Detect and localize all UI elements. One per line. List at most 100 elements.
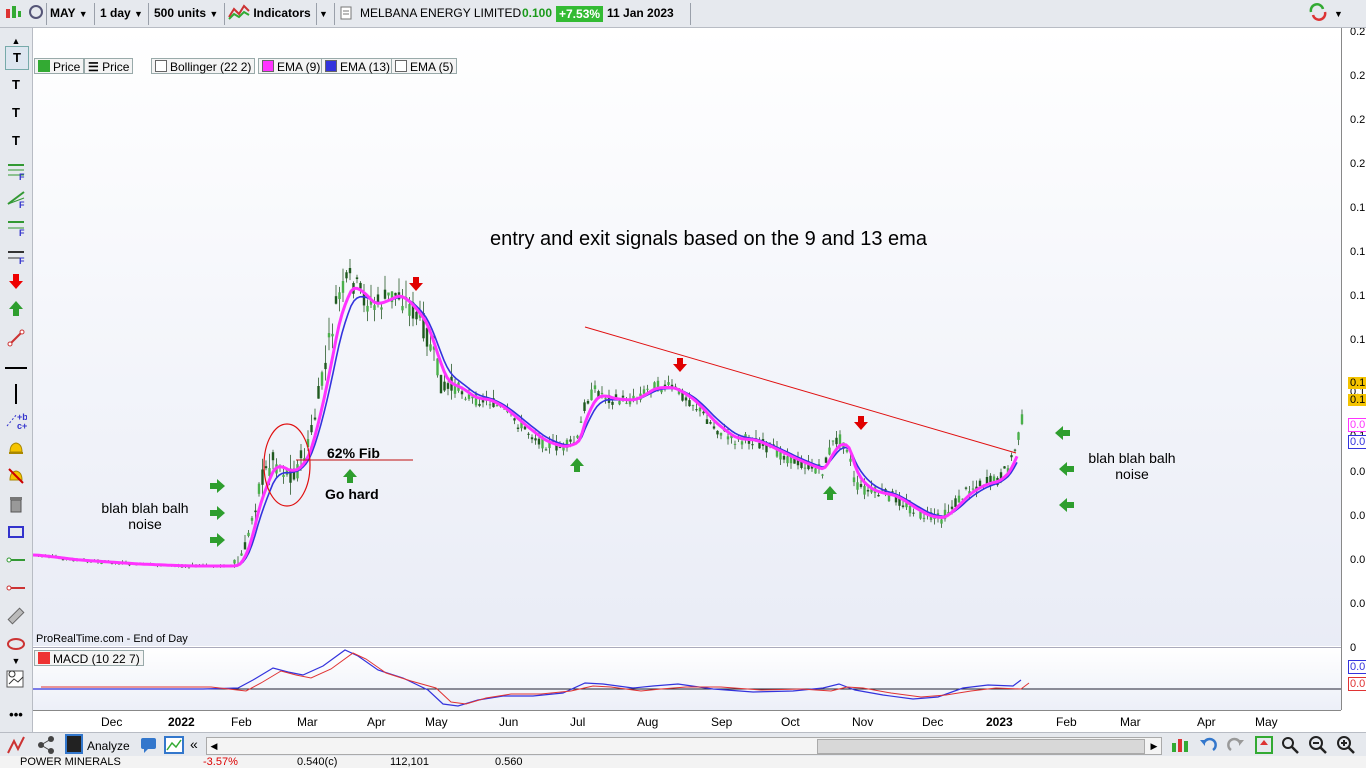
- candle-body: [978, 480, 982, 487]
- candle-body: [985, 476, 989, 484]
- collapse-up-icon[interactable]: ▲: [11, 36, 21, 46]
- fibonacci-time-icon[interactable]: F: [5, 244, 27, 266]
- candle-body: [954, 498, 957, 507]
- toolbar-menu-dropdown[interactable]: ▼: [1334, 9, 1343, 19]
- scrollbar-thumb[interactable]: [817, 739, 1145, 754]
- candle-body: [285, 468, 289, 475]
- share-icon[interactable]: [36, 735, 56, 758]
- bar-width-icon[interactable]: [1170, 735, 1192, 758]
- fibonacci-fan-icon[interactable]: F: [5, 188, 27, 210]
- candle-body: [922, 517, 926, 520]
- object-list-icon[interactable]: [5, 668, 27, 690]
- candle-body: [467, 394, 471, 399]
- units-select[interactable]: 500 units ▼: [154, 6, 219, 20]
- legend-price2[interactable]: ☰ Price: [84, 58, 134, 74]
- text-tool-3-icon[interactable]: T: [12, 105, 20, 120]
- buy-arrow-icon[interactable]: [5, 300, 27, 322]
- line-tool-icon[interactable]: [5, 328, 27, 350]
- channel-tool-icon[interactable]: +b c+: [5, 410, 28, 432]
- text-tool-icon[interactable]: T: [5, 46, 29, 70]
- candle-body: [870, 488, 873, 493]
- price-chart-canvas[interactable]: [33, 28, 1341, 646]
- buy-signal-arrow: [210, 506, 225, 520]
- segment-green-icon[interactable]: [5, 550, 27, 572]
- time-axis-label: May: [425, 715, 448, 729]
- candle-body: [432, 346, 436, 350]
- candle-body: [254, 510, 257, 513]
- watchlist-row[interactable]: POWER MINERALS -3.57% 0.540(c) 112,101 0…: [0, 756, 1366, 768]
- trash-icon[interactable]: [5, 494, 27, 516]
- candle-body: [698, 407, 702, 412]
- legend-macd[interactable]: MACD (10 22 7): [34, 650, 144, 666]
- legend-ema13[interactable]: EMA (13): [321, 58, 395, 74]
- draw-tools-icon[interactable]: [6, 735, 28, 758]
- watchlist-other: 0.560: [495, 756, 523, 768]
- legend-ema5[interactable]: EMA (5): [391, 58, 458, 74]
- fibonacci-arcs-icon[interactable]: F: [5, 216, 27, 238]
- legend-price1[interactable]: Price: [34, 58, 85, 74]
- candle-body: [667, 382, 670, 385]
- sell-signal-arrow: [673, 358, 687, 372]
- candle-body: [1017, 432, 1020, 440]
- candle-body: [919, 509, 922, 519]
- candle-body: [471, 396, 474, 399]
- ruler-icon[interactable]: [5, 606, 27, 628]
- zoom-fit-icon[interactable]: [1280, 735, 1300, 758]
- candle-body: [264, 466, 268, 469]
- candle-body: [740, 441, 744, 445]
- scroll-right-icon[interactable]: ▶: [1150, 741, 1158, 751]
- alert-bell-icon[interactable]: [5, 438, 27, 460]
- screener-icon[interactable]: [164, 736, 184, 757]
- vertical-line-icon[interactable]: [5, 384, 27, 406]
- sell-arrow-icon[interactable]: [5, 272, 27, 294]
- instrument-info-icon[interactable]: [340, 3, 352, 24]
- chart-type-icon[interactable]: [4, 3, 22, 24]
- watchlist-volume: 112,101: [390, 756, 429, 768]
- more-tools-icon[interactable]: •••: [9, 707, 23, 722]
- undo-icon[interactable]: [1198, 735, 1218, 758]
- auto-scale-icon[interactable]: [1254, 735, 1276, 758]
- macd-panel[interactable]: MACD (10 22 7): [33, 647, 1341, 711]
- candle-body: [894, 494, 898, 503]
- ellipse-tool-icon[interactable]: [5, 634, 27, 656]
- scroll-left-icon[interactable]: ◀: [210, 741, 218, 751]
- legend-ema9[interactable]: EMA (9): [258, 58, 325, 74]
- candle-body: [859, 483, 863, 487]
- delete-alert-icon[interactable]: [5, 466, 27, 488]
- candle-body: [856, 482, 859, 490]
- horizontal-line-icon[interactable]: [5, 358, 27, 380]
- text-tool-4-icon[interactable]: T: [12, 133, 20, 148]
- collapse-down-icon[interactable]: ▼: [11, 656, 21, 666]
- candle-body: [331, 333, 334, 337]
- chat-icon[interactable]: [140, 736, 158, 757]
- candle-body: [327, 333, 331, 338]
- price-axis[interactable]: 0.2 0.2 0.2 0.2 0.1 0.1 0.1 0.1 0.1 0.1 0.0 0.0 0.0 0…: [1341, 28, 1366, 710]
- analyze-button[interactable]: Analyze: [63, 734, 134, 754]
- time-axis[interactable]: Dec 2022 Feb Mar Apr May Jun Jul Aug Sep Oct Nov Dec…: [33, 710, 1341, 732]
- candle-body: [579, 421, 583, 423]
- time-axis-label: 2023: [986, 715, 1013, 729]
- candle-body: [520, 422, 523, 429]
- text-tool-2-icon[interactable]: T: [12, 77, 20, 92]
- symbol-select[interactable]: MAY ▼: [50, 6, 88, 20]
- scroll-left-double-icon[interactable]: «: [190, 736, 198, 752]
- fibonacci-retracement-icon[interactable]: F: [5, 160, 27, 182]
- price-chart[interactable]: Price ☰ Price Bollinger (22 2) EMA (9) E…: [33, 28, 1341, 646]
- time-scrollbar[interactable]: ◀ ▶: [206, 737, 1162, 755]
- zoom-in-icon[interactable]: [1336, 735, 1356, 758]
- buy-signal-arrow: [210, 533, 225, 547]
- link-icon[interactable]: [28, 3, 44, 24]
- legend-bollinger[interactable]: Bollinger (22 2): [151, 58, 256, 74]
- macd-canvas[interactable]: [33, 648, 1341, 711]
- timeframe-select[interactable]: 1 day ▼: [100, 6, 143, 20]
- indicators-button[interactable]: Indicators: [228, 3, 311, 24]
- zoom-out-icon[interactable]: [1308, 735, 1328, 758]
- redo-icon[interactable]: [1226, 735, 1246, 758]
- candle-body: [905, 502, 908, 508]
- segment-red-icon[interactable]: [5, 578, 27, 600]
- candle-body: [877, 494, 880, 497]
- time-axis-label: Jul: [570, 715, 586, 729]
- indicators-dropdown[interactable]: ▼: [319, 9, 328, 19]
- rectangle-tool-icon[interactable]: [5, 522, 27, 544]
- refresh-icon[interactable]: [1308, 3, 1328, 24]
